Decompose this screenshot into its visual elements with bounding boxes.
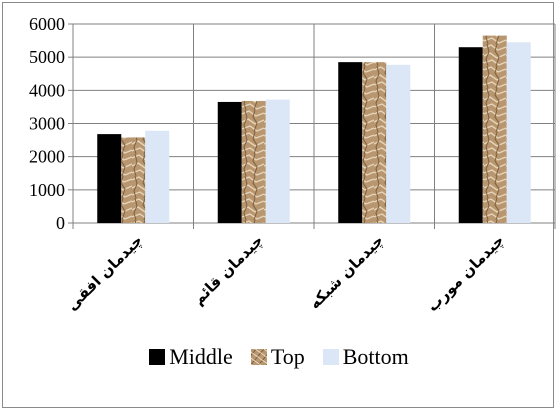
bar-middle bbox=[458, 47, 483, 223]
bar-middle bbox=[217, 101, 242, 223]
legend-item-top: Top bbox=[250, 344, 305, 370]
bar-top bbox=[482, 35, 507, 223]
legend-item-middle: Middle bbox=[149, 344, 233, 370]
x-tick-label: چیدمان شبکه bbox=[306, 231, 388, 313]
bar-top bbox=[121, 137, 146, 223]
x-tick-label: چیدمان قائم bbox=[189, 231, 267, 309]
legend-item-bottom: Bottom bbox=[322, 344, 409, 370]
y-tick-label: 2000 bbox=[29, 147, 65, 167]
y-tick-label: 6000 bbox=[29, 14, 65, 34]
bar-middle bbox=[338, 62, 363, 224]
chart-legend: Middle Top Bottom bbox=[0, 342, 558, 372]
legend-label: Top bbox=[270, 344, 305, 369]
y-tick-label: 1000 bbox=[29, 180, 65, 200]
y-tick-label: 4000 bbox=[29, 80, 65, 100]
y-tick-label: 3000 bbox=[29, 114, 65, 134]
y-tick-label: 5000 bbox=[29, 47, 65, 67]
bar-middle bbox=[97, 134, 122, 223]
bar-chart: 0 1000 2000 3000 4000 5000 6000 چیدمان افقی چیدم… bbox=[29, 14, 556, 316]
bar-top bbox=[362, 62, 387, 224]
x-tick-label: چیدمان افقی bbox=[63, 231, 147, 315]
bar-top bbox=[241, 100, 266, 223]
legend-swatch bbox=[250, 349, 267, 365]
bar-bottom bbox=[265, 99, 290, 223]
legend-swatch bbox=[322, 349, 339, 365]
bar-bottom bbox=[506, 42, 531, 223]
legend-label: Bottom bbox=[342, 344, 409, 369]
bar-bottom bbox=[145, 130, 170, 223]
x-tick-label: چیدمان مورب bbox=[423, 231, 508, 316]
legend-label: Middle bbox=[169, 344, 233, 369]
bar-bottom bbox=[386, 64, 411, 223]
y-tick-label: 0 bbox=[56, 213, 65, 233]
legend-swatch bbox=[149, 349, 166, 365]
